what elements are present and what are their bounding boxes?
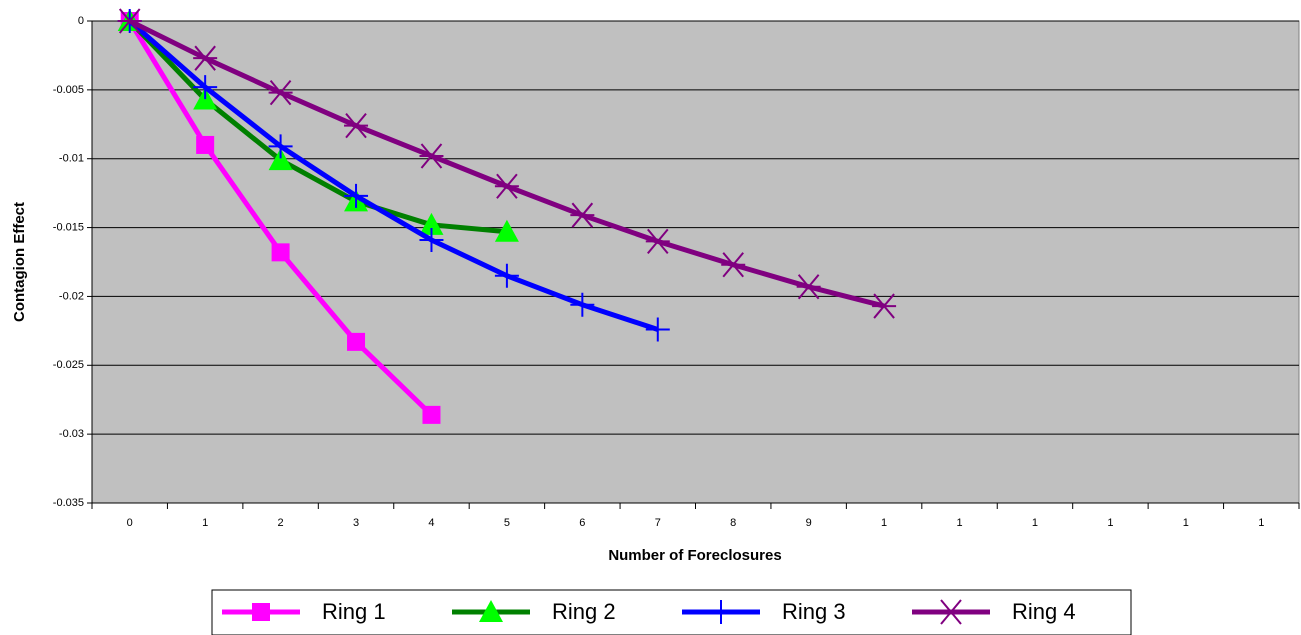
marker [570, 292, 595, 317]
y-tick-label: -0.015 [53, 221, 84, 233]
marker [939, 599, 963, 625]
series-line [127, 19, 508, 235]
marker [494, 173, 519, 199]
x-tick-label: 8 [730, 517, 736, 529]
marker [422, 405, 441, 424]
x-tick-label: 1 [1183, 517, 1189, 529]
marker [196, 135, 215, 154]
series-line [128, 19, 659, 332]
marker [419, 143, 444, 169]
x-tick-label: 9 [806, 517, 812, 529]
y-tick-label: -0.02 [59, 290, 84, 302]
y-axis-title: Contagion Effect [11, 202, 28, 322]
x-tick-label: 3 [353, 517, 359, 529]
marker [796, 274, 821, 300]
y-tick-label: -0.01 [59, 153, 84, 165]
legend-label: Ring 2 [552, 599, 616, 624]
legend-label: Ring 1 [322, 599, 386, 624]
marker [419, 227, 444, 252]
marker [252, 603, 270, 621]
marker [645, 228, 670, 254]
marker [193, 45, 218, 71]
x-tick-label: 4 [428, 517, 434, 529]
x-tick-label: 1 [1032, 517, 1038, 529]
marker [709, 600, 733, 624]
marker [271, 243, 290, 262]
x-tick-label: 1 [202, 517, 208, 529]
marker [268, 148, 293, 171]
y-tick-label: -0.03 [59, 428, 84, 440]
x-tick-label: 7 [655, 517, 661, 529]
x-tick-label: 6 [579, 517, 585, 529]
marker [494, 219, 519, 242]
y-tick-label: -0.035 [53, 497, 84, 509]
y-tick-label: -0.025 [53, 359, 84, 371]
marker [570, 202, 595, 228]
marker [721, 252, 746, 278]
x-tick-label: 1 [1107, 517, 1113, 529]
legend-label: Ring 3 [782, 599, 846, 624]
marker [344, 183, 369, 208]
legend-label: Ring 4 [1012, 599, 1076, 624]
marker [645, 317, 670, 342]
marker [193, 75, 218, 100]
x-axis-title: Number of Foreclosures [608, 547, 781, 564]
x-tick-label: 1 [956, 517, 962, 529]
marker [268, 134, 293, 159]
marker [347, 332, 366, 351]
marker [479, 600, 503, 622]
marker [494, 263, 519, 288]
plot-area [91, 20, 1300, 504]
x-tick-label: 1 [881, 517, 887, 529]
marker [872, 293, 897, 319]
marker [344, 113, 369, 139]
marker [117, 8, 142, 34]
x-tick-label: 5 [504, 517, 510, 529]
y-tick-label: -0.005 [53, 84, 84, 96]
x-tick-label: 1 [1258, 517, 1264, 529]
marker [419, 212, 444, 235]
x-tick-label: 2 [278, 517, 284, 529]
marker [268, 79, 293, 106]
y-tick-label: 0 [78, 15, 84, 27]
x-tick-label: 0 [127, 517, 133, 529]
